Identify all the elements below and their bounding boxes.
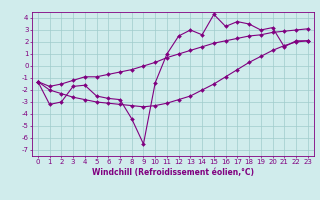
X-axis label: Windchill (Refroidissement éolien,°C): Windchill (Refroidissement éolien,°C)	[92, 168, 254, 177]
